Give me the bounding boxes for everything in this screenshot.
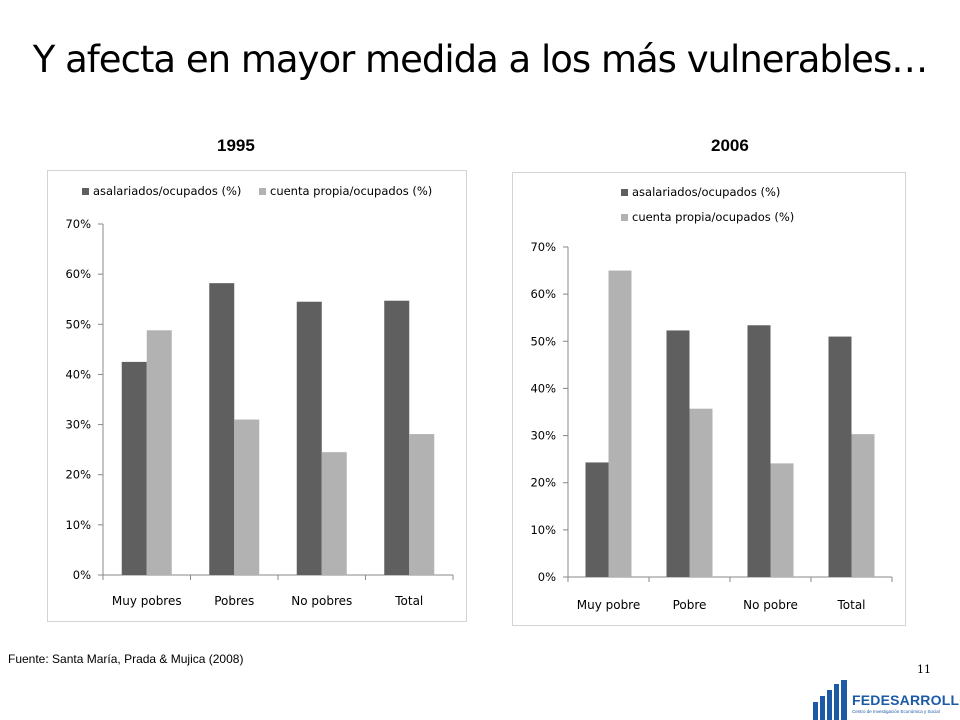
y-tick-label: 50% xyxy=(65,317,91,331)
slide-title: Y afecta en mayor medida a los más vulne… xyxy=(32,38,928,81)
y-tick-label: 10% xyxy=(65,518,91,532)
x-category-label: No pobre xyxy=(743,598,798,612)
x-category-label: Muy pobre xyxy=(577,598,641,612)
x-category-label: Total xyxy=(394,594,423,608)
y-tick-label: 60% xyxy=(530,287,556,301)
bar-asalariados xyxy=(666,330,690,577)
bar-cuenta-propia xyxy=(851,434,875,577)
y-tick-label: 70% xyxy=(530,240,556,254)
legend-label-2: cuenta propia/ocupados (%) xyxy=(632,210,794,224)
x-category-label: Total xyxy=(836,598,865,612)
y-tick-label: 0% xyxy=(538,570,556,584)
bar-asalariados xyxy=(747,325,771,577)
source-note: Fuente: Santa María, Prada & Mujica (200… xyxy=(8,652,244,666)
legend-label-2: cuenta propia/ocupados (%) xyxy=(270,184,432,198)
page-number: 11 xyxy=(917,663,931,676)
bar-cuenta-propia xyxy=(409,434,435,575)
bar-asalariados xyxy=(828,336,852,577)
bar-cuenta-propia xyxy=(608,270,632,577)
chart-1995-title: 1995 xyxy=(217,136,255,155)
x-category-label: Muy pobres xyxy=(112,594,182,608)
legend-swatch-2 xyxy=(621,214,628,221)
x-category-label: Pobres xyxy=(214,594,254,608)
bar-cuenta-propia xyxy=(321,452,347,575)
bar-cuenta-propia xyxy=(770,463,794,577)
bar-cuenta-propia xyxy=(146,330,172,575)
y-tick-label: 40% xyxy=(530,381,556,395)
y-tick-label: 10% xyxy=(530,523,556,537)
bar-cuenta-propia xyxy=(234,419,260,575)
chart-2006: asalariados/ocupados (%) cuenta propia/oc… xyxy=(512,172,906,626)
legend-label-1: asalariados/ocupados (%) xyxy=(632,185,780,199)
y-tick-label: 60% xyxy=(65,267,91,281)
chart-1995-svg: asalariados/ocupados (%) cuenta propia/oc… xyxy=(65,184,454,608)
y-tick-label: 70% xyxy=(65,217,91,231)
chart-2006-svg: asalariados/ocupados (%) cuenta propia/oc… xyxy=(530,185,893,612)
bar-asalariados xyxy=(209,283,235,575)
legend-swatch-2 xyxy=(259,188,266,195)
legend-label-1: asalariados/ocupados (%) xyxy=(93,184,241,198)
chart-2006-title: 2006 xyxy=(711,136,749,155)
y-tick-label: 20% xyxy=(530,476,556,490)
bar-asalariados xyxy=(585,462,609,577)
bar-asalariados xyxy=(121,361,147,575)
chart-1995: asalariados/ocupados (%) cuenta propia/oc… xyxy=(47,170,467,622)
bar-asalariados xyxy=(384,300,410,575)
logo-text: FEDESARROLLO xyxy=(852,692,960,708)
logo-bars-icon xyxy=(813,680,847,720)
legend-swatch-1 xyxy=(82,188,89,195)
y-tick-label: 0% xyxy=(73,568,91,582)
logo-subtitle: Centro de Investigación Económica y Soci… xyxy=(852,709,940,714)
x-category-label: No pobres xyxy=(291,594,352,608)
bar-cuenta-propia xyxy=(689,408,713,577)
x-category-label: Pobre xyxy=(673,598,707,612)
y-tick-label: 30% xyxy=(65,418,91,432)
y-tick-label: 40% xyxy=(65,367,91,381)
y-tick-label: 50% xyxy=(530,334,556,348)
y-tick-label: 20% xyxy=(65,468,91,482)
bar-asalariados xyxy=(296,301,322,575)
fedesarrollo-logo: FEDESARROLLO Centro de Investigación Eco… xyxy=(812,680,960,720)
y-tick-label: 30% xyxy=(530,429,556,443)
legend-swatch-1 xyxy=(621,189,628,196)
